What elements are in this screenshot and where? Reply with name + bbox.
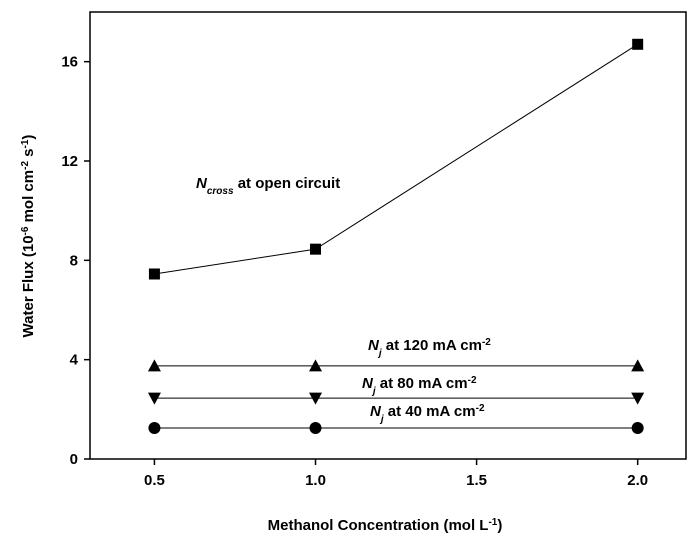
label-part: N <box>196 175 208 192</box>
marker <box>631 359 645 372</box>
label-part: ) <box>497 517 502 534</box>
label-part: N <box>368 337 380 354</box>
series-label: Nj at 40 mA cm-2 <box>370 403 485 425</box>
label-part: -1 <box>488 517 497 528</box>
label-part: -2 <box>476 403 485 414</box>
marker <box>147 359 161 372</box>
label-part: Water Flux (10 <box>20 235 37 337</box>
label-part: -2 <box>20 161 31 170</box>
y-tick-label: 8 <box>70 252 78 269</box>
series-label: Nj at 80 mA cm-2 <box>362 375 477 397</box>
label-part: cross <box>207 186 234 197</box>
plot-frame <box>89 11 687 460</box>
marker <box>148 421 161 434</box>
x-tick-label: 0.5 <box>144 472 165 489</box>
x-tick-label: 2.0 <box>627 472 648 489</box>
label-part: ) <box>20 135 37 140</box>
label-part: j <box>377 348 382 359</box>
marker <box>309 421 322 434</box>
series-label: Ncross at open circuit <box>196 175 340 197</box>
label-part: -6 <box>20 226 31 235</box>
marker <box>309 392 323 405</box>
label-part: -2 <box>482 337 491 348</box>
y-tick-label: 0 <box>70 451 78 468</box>
label-part: at 120 mA cm <box>382 337 482 354</box>
marker <box>631 392 645 405</box>
label-part: -2 <box>468 375 477 386</box>
label-part: j <box>379 414 384 425</box>
series-line <box>154 43 638 275</box>
label-part: j <box>371 386 376 397</box>
label-part: -1 <box>20 139 31 148</box>
series-label: Nj at 120 mA cm-2 <box>368 337 491 359</box>
label-part: N <box>370 403 382 420</box>
label-part: at open circuit <box>234 175 341 192</box>
y-tick-label: 16 <box>61 54 78 71</box>
label-part: N <box>362 375 374 392</box>
x-tick-label: 1.5 <box>466 472 487 489</box>
marker <box>309 359 323 372</box>
x-tick-label: 1.0 <box>305 472 326 489</box>
marker <box>632 38 644 50</box>
marker <box>310 243 322 255</box>
y-axis-label: Water Flux (10-6 mol cm-2 s-1) <box>20 135 38 338</box>
label-part: mol cm <box>20 170 37 227</box>
marker <box>631 421 644 434</box>
y-tick-label: 12 <box>61 153 78 170</box>
label-part: Methanol Concentration (mol L <box>268 517 489 534</box>
marker <box>147 392 161 405</box>
label-part: at 80 mA cm <box>376 375 468 392</box>
y-tick-label: 4 <box>70 352 79 369</box>
label-part: s <box>20 148 37 161</box>
label-part: at 40 mA cm <box>384 403 476 420</box>
marker <box>148 268 160 280</box>
x-axis-label: Methanol Concentration (mol L-1) <box>268 517 503 535</box>
